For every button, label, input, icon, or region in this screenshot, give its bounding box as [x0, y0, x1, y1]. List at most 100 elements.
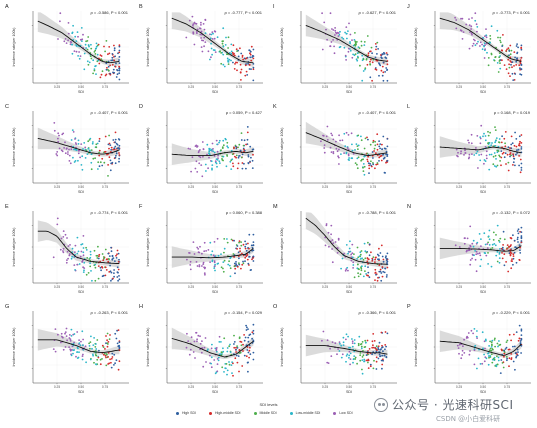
trend-line — [305, 217, 388, 265]
trend-line — [305, 345, 388, 355]
scatter-point — [69, 340, 72, 342]
scatter-point — [226, 53, 228, 56]
scatter-point — [94, 346, 97, 348]
legend-label: High SDI — [182, 411, 197, 415]
scatter-point — [54, 350, 57, 353]
scatter-point — [347, 252, 349, 255]
scatter-point — [92, 344, 95, 346]
scatter-point — [229, 275, 232, 278]
scatter-point — [499, 372, 502, 374]
scatter-point — [220, 62, 223, 65]
scatter-point — [107, 341, 110, 343]
scatter-point — [503, 156, 506, 159]
scatter-point — [214, 160, 217, 162]
scatter-point — [509, 60, 512, 62]
scatter-point — [233, 334, 235, 337]
scatter-point — [331, 239, 334, 241]
scatter-point — [379, 355, 382, 358]
scatter-point — [476, 42, 478, 45]
scatter-point — [117, 329, 120, 331]
scatter-point — [378, 258, 380, 261]
scatter-point — [372, 333, 375, 335]
scatter-point — [367, 367, 370, 369]
scatter-point — [502, 244, 504, 246]
scatter-point — [251, 159, 254, 162]
scatter-point — [512, 153, 514, 155]
scatter-point — [476, 337, 478, 339]
scatter-point — [188, 19, 191, 22]
scatter-point — [70, 354, 73, 357]
scatter-point — [354, 162, 357, 164]
scatter-point — [486, 247, 489, 249]
scatter-point — [472, 42, 475, 45]
scatter-point — [466, 336, 468, 339]
scatter-point — [233, 147, 235, 150]
scatter-point — [379, 143, 382, 145]
scatter-point — [81, 260, 84, 263]
scatter-point — [95, 47, 97, 50]
scatter-point — [89, 256, 92, 259]
scatter-point — [252, 148, 255, 151]
scatter-point — [488, 345, 490, 347]
scatter-point — [92, 354, 94, 357]
scatter-point — [519, 158, 522, 161]
scatter-point — [367, 52, 370, 55]
scatter-point — [357, 144, 360, 147]
scatter-point — [337, 238, 340, 241]
scatter-point — [385, 356, 388, 358]
scatter-point — [484, 135, 487, 137]
x-tick-label: 0.75 — [504, 385, 510, 389]
scatter-point — [227, 263, 230, 266]
scatter-point — [512, 360, 515, 363]
scatter-point — [468, 141, 470, 144]
scatter-point — [342, 336, 345, 339]
scatter-point — [490, 265, 493, 268]
scatter-point — [240, 344, 243, 347]
scatter-point — [106, 332, 109, 335]
stat-label: ρ = -0.407, P < 0.001 — [90, 110, 128, 115]
scatter-point — [197, 248, 200, 250]
y-axis-label: Incidence rate(per 100k) — [280, 28, 284, 67]
scatter-point — [504, 145, 507, 148]
scatter-point — [338, 46, 341, 49]
scatter-point — [479, 159, 482, 162]
scatter-point — [374, 140, 376, 143]
scatter-point — [65, 261, 68, 264]
x-tick-label: 0.25 — [456, 185, 462, 189]
scatter-point — [491, 247, 494, 249]
scatter-point — [216, 358, 219, 360]
scatter-point — [518, 164, 520, 167]
scatter-point — [369, 363, 372, 366]
scatter-point — [363, 360, 365, 363]
scatter-point — [104, 74, 107, 77]
scatter-point — [222, 155, 225, 158]
scatter-point — [104, 354, 107, 357]
scatter-point — [332, 39, 334, 41]
x-tick-label: 0.25 — [54, 85, 60, 89]
scatter-point — [217, 262, 220, 265]
scatter-point — [382, 358, 384, 361]
scatter-point — [359, 352, 362, 354]
scatter-point — [379, 270, 382, 273]
scatter-point — [467, 332, 470, 334]
scatter-point — [374, 279, 376, 281]
scatter-point — [512, 257, 515, 260]
scatter-point — [231, 158, 234, 161]
scatter-point — [326, 339, 329, 342]
scatter-point — [223, 371, 225, 373]
scatter-point — [94, 279, 97, 282]
scatter-point — [68, 346, 70, 348]
scatter-point — [367, 271, 370, 274]
scatter-point — [483, 353, 485, 356]
scatter-point — [227, 47, 229, 49]
scatter-point — [211, 142, 214, 145]
scatter-point — [75, 143, 78, 145]
scatter-point — [508, 66, 511, 69]
scatter-point — [247, 351, 250, 354]
scatter-point — [246, 74, 249, 76]
scatter-point — [330, 224, 333, 227]
scatter-point — [196, 246, 199, 249]
scatter-point — [470, 28, 472, 30]
scatter-point — [208, 156, 210, 159]
scatter-point — [198, 162, 201, 165]
